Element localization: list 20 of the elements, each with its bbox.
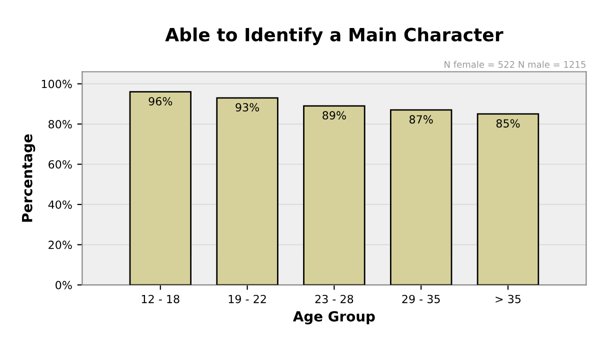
x-tick-label: 19 - 22 [228,294,266,304]
y-tick-label: 20% [48,240,72,250]
data-label: 89% [322,111,346,120]
text: N female = 522 N male = 1215 [444,60,586,68]
x-tick-label: 12 - 18 [142,294,180,304]
y-tick-label: 60% [48,160,72,169]
x-tick-label: 23 - 28 [315,294,354,304]
data-label: 87% [410,115,433,124]
y-tick-label: 100% [42,80,72,88]
data-label: 96% [148,97,172,106]
x-tick-label: 29 - 35 [402,294,440,304]
x-axis-title: Age Group [292,311,375,324]
chart-title: Able to Identify a Main Character [165,27,504,46]
x-tick-label: > 35 [496,294,521,304]
y-tick-label: 0% [56,280,72,290]
y-axis-title: Percentage [22,134,36,222]
y-tick-label: 40% [48,200,72,209]
data-label: 93% [236,103,260,112]
y-tick-label: 80% [48,120,72,128]
data-label: 85% [496,119,520,128]
